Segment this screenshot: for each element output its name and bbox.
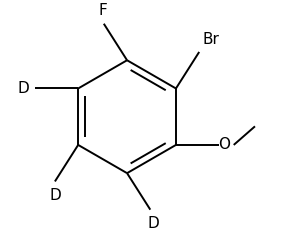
Text: Br: Br — [202, 32, 219, 47]
Text: D: D — [148, 216, 160, 231]
Text: D: D — [18, 81, 30, 96]
Text: O: O — [218, 137, 230, 153]
Text: D: D — [49, 188, 61, 203]
Text: F: F — [98, 3, 107, 18]
